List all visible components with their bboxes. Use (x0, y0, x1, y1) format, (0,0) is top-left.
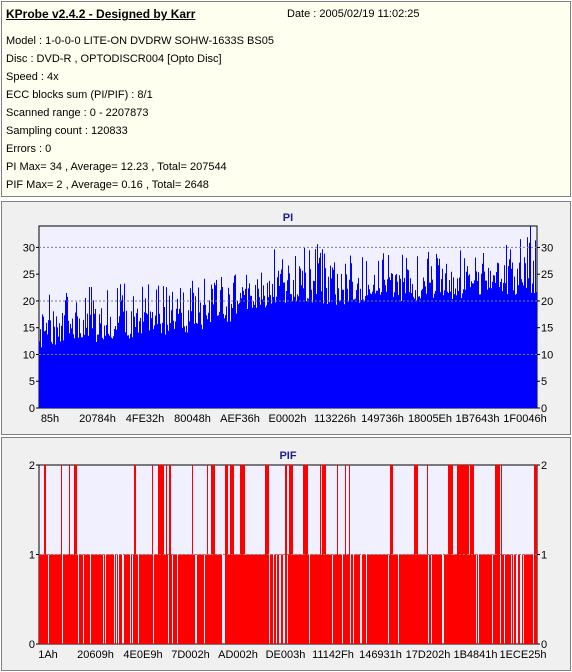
x-tick-label: 1F0046h (503, 413, 546, 425)
x-tick-label: 4FE32h (126, 413, 165, 425)
x-tick-label: 1ECE25h (499, 649, 546, 661)
x-tick-label: E0002h (269, 413, 307, 425)
y-tick-label-left: 5 (29, 376, 35, 388)
disc-line: Disc : DVD-R , OPTODISCR004 [Opto Disc] (6, 53, 222, 65)
sampling-line: Sampling count : 120833 (6, 125, 128, 137)
info-panel: KProbe v2.4.2 - Designed by Karr Date : … (1, 1, 571, 197)
x-tick-label: 20609h (77, 649, 114, 661)
y-tick-label-right: 10 (541, 349, 553, 361)
x-tick-label: 146931h (359, 649, 402, 661)
x-tick-label: 17D202h (406, 649, 451, 661)
y-tick-label-right: 1 (541, 550, 547, 562)
x-tick-label: 11142Fh (312, 649, 354, 661)
x-tick-label: 113226h (314, 413, 356, 425)
y-tick-label-right: 5 (541, 376, 547, 388)
x-tick-label: 7D002h (171, 649, 210, 661)
x-tick-label: AD002h (218, 649, 258, 661)
pi-bars (39, 226, 537, 408)
x-tick-label: 20784h (79, 413, 116, 425)
range-line: Scanned range : 0 - 2207873 (6, 107, 149, 119)
y-tick-label-left: 25 (23, 269, 35, 281)
y-tick-label-left: 0 (29, 639, 35, 651)
scan-date: Date : 2005/02/19 11:02:25 (287, 8, 420, 20)
chart-title: PI (283, 212, 293, 224)
x-tick-label: 1B7643h (455, 413, 499, 425)
errors-line: Errors : 0 (6, 143, 52, 155)
y-tick-label-left: 1 (29, 550, 35, 562)
pif-chart: PIF 0 0 1 1 2 2 1Ah 20609h 4E0E9h 7D002h AD002h DE00… (29, 450, 547, 661)
x-tick-label: 1Ah (38, 649, 58, 661)
x-tick-label: DE003h (266, 649, 306, 661)
pif-bars-level-1 (39, 554, 533, 644)
y-tick-label-left: 10 (23, 349, 35, 361)
app-title: KProbe v2.4.2 - Designed by Karr (6, 7, 196, 21)
model-line: Model : 1-0-0-0 LITE-ON DVDRW SOHW-1633S… (6, 35, 274, 47)
y-tick-label-left: 0 (29, 403, 35, 415)
pi-chart-panel: PI 0 0 5 5 10 10 15 15 20 20 25 25 30 30 85h 20784h 4FE32… (1, 201, 571, 435)
x-tick-label: 1B4841h (453, 649, 497, 661)
y-tick-label-left: 2 (29, 460, 35, 472)
y-tick-label-left: 15 (23, 323, 35, 335)
y-tick-label-right: 30 (541, 242, 553, 254)
y-tick-label-right: 15 (541, 323, 553, 335)
y-tick-label-left: 30 (23, 242, 35, 254)
pif-stats-line: PIF Max= 2 , Average= 0.16 , Total= 2648 (6, 179, 209, 191)
y-tick-label-right: 0 (541, 403, 547, 415)
y-tick-label-right: 0 (541, 639, 547, 651)
speed-line: Speed : 4x (6, 71, 59, 83)
x-tick-label: 18005Eh (408, 413, 452, 425)
y-tick-label-left: 20 (23, 296, 35, 308)
ecc-line: ECC blocks sum (PI/PIF) : 8/1 (6, 89, 153, 101)
x-tick-label: 4E0E9h (123, 649, 162, 661)
pif-chart-panel: PIF 0 0 1 1 2 2 1Ah 20609h 4E0E9h 7D002h AD002h DE00… (1, 437, 571, 671)
x-tick-label: 149736h (361, 413, 404, 425)
x-tick-label: AEF36h (220, 413, 260, 425)
y-tick-label-right: 20 (541, 296, 553, 308)
pi-stats-line: PI Max= 34 , Average= 12.23 , Total= 207… (6, 161, 227, 173)
x-tick-label: 85h (41, 413, 59, 425)
x-tick-label: 80048h (174, 413, 211, 425)
y-tick-label-right: 25 (541, 269, 553, 281)
pi-chart: PI 0 0 5 5 10 10 15 15 20 20 25 25 30 30 85h 20784h 4FE32… (23, 212, 554, 425)
y-tick-label-right: 2 (541, 460, 547, 472)
chart-title: PIF (279, 450, 296, 462)
